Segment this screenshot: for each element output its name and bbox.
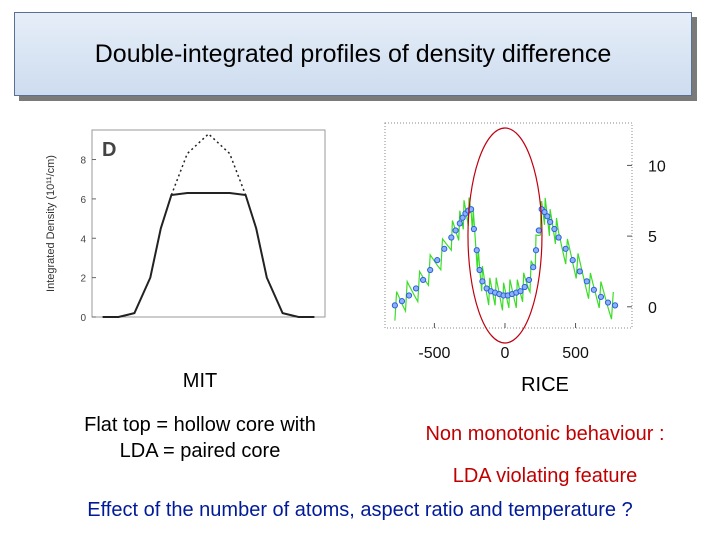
rice-chart: -500 0 500 0 5 10 bbox=[384, 122, 666, 362]
data-point bbox=[611, 302, 619, 309]
panel-letter: D bbox=[102, 139, 116, 161]
mit-caption-line-1: Flat top = hollow core with bbox=[84, 414, 316, 436]
data-point bbox=[551, 225, 558, 233]
mit-caption: Flat top = hollow core with LDA = paired… bbox=[40, 412, 360, 464]
data-point bbox=[541, 208, 548, 216]
data-point bbox=[405, 292, 413, 299]
x-tick-label: -500 bbox=[418, 345, 450, 362]
bottom-question: Effect of the number of atoms, aspect ra… bbox=[87, 499, 633, 521]
mit-caption-line-2: LDA = paired core bbox=[119, 440, 281, 462]
mit-chart: 0 2 4 6 8 Integrated Density (10¹¹/cm) D bbox=[45, 129, 326, 324]
data-point bbox=[569, 257, 576, 264]
data-point bbox=[590, 286, 597, 293]
data-point bbox=[391, 302, 398, 309]
data-point bbox=[521, 283, 528, 291]
y-tick-label: 10 bbox=[648, 158, 666, 175]
data-point bbox=[544, 213, 551, 220]
data-point bbox=[479, 278, 486, 285]
highlight-ellipse bbox=[467, 127, 543, 344]
x-tick-label: 500 bbox=[562, 345, 589, 362]
data-point bbox=[434, 257, 441, 264]
y-tick-label: 4 bbox=[80, 234, 86, 245]
data-point bbox=[427, 266, 434, 274]
slide-title: Double-integrated profiles of density di… bbox=[94, 39, 612, 68]
dotted-profile-line bbox=[170, 132, 247, 196]
rice-caption-line-1: Non monotonic behaviour : bbox=[425, 423, 665, 445]
title-box: Double-integrated profiles of density di… bbox=[14, 12, 692, 96]
data-point bbox=[604, 299, 612, 306]
data-point bbox=[470, 225, 478, 233]
data-point bbox=[476, 266, 483, 274]
data-point bbox=[547, 218, 554, 226]
data-point bbox=[535, 227, 542, 234]
rice-caption-line-2: LDA violating feature bbox=[452, 465, 638, 487]
data-point bbox=[576, 268, 583, 275]
y-axis-label: Integrated Density (10¹¹/cm) bbox=[45, 155, 57, 292]
data-point bbox=[452, 227, 459, 234]
data-point bbox=[597, 293, 605, 300]
data-point bbox=[441, 245, 448, 252]
y-tick-label: 5 bbox=[648, 229, 657, 246]
data-point bbox=[483, 285, 490, 292]
data-point bbox=[473, 247, 480, 254]
data-point bbox=[530, 264, 537, 271]
data-point bbox=[562, 245, 569, 252]
data-point bbox=[532, 247, 540, 254]
solid-profile-line bbox=[102, 192, 315, 318]
data-point bbox=[420, 276, 427, 284]
data-point bbox=[459, 214, 466, 221]
data-point bbox=[525, 276, 533, 284]
data-point bbox=[555, 234, 562, 241]
noise-trace bbox=[394, 197, 614, 321]
data-point bbox=[448, 234, 455, 241]
plot-frame bbox=[384, 122, 633, 329]
y-tick-label: 8 bbox=[80, 156, 86, 167]
data-point bbox=[517, 288, 524, 295]
y-tick-label: 0 bbox=[80, 313, 86, 324]
y-tick-label: 0 bbox=[648, 300, 657, 317]
data-point bbox=[412, 285, 420, 292]
plot-frame bbox=[91, 129, 326, 318]
rice-label: RICE bbox=[521, 374, 569, 396]
x-tick-label: 0 bbox=[501, 345, 510, 362]
data-point bbox=[456, 220, 463, 227]
mit-label: MIT bbox=[182, 370, 218, 392]
data-point bbox=[583, 278, 590, 285]
data-point bbox=[398, 298, 406, 305]
y-tick-label: 2 bbox=[80, 274, 86, 285]
y-tick-label: 6 bbox=[80, 195, 86, 206]
